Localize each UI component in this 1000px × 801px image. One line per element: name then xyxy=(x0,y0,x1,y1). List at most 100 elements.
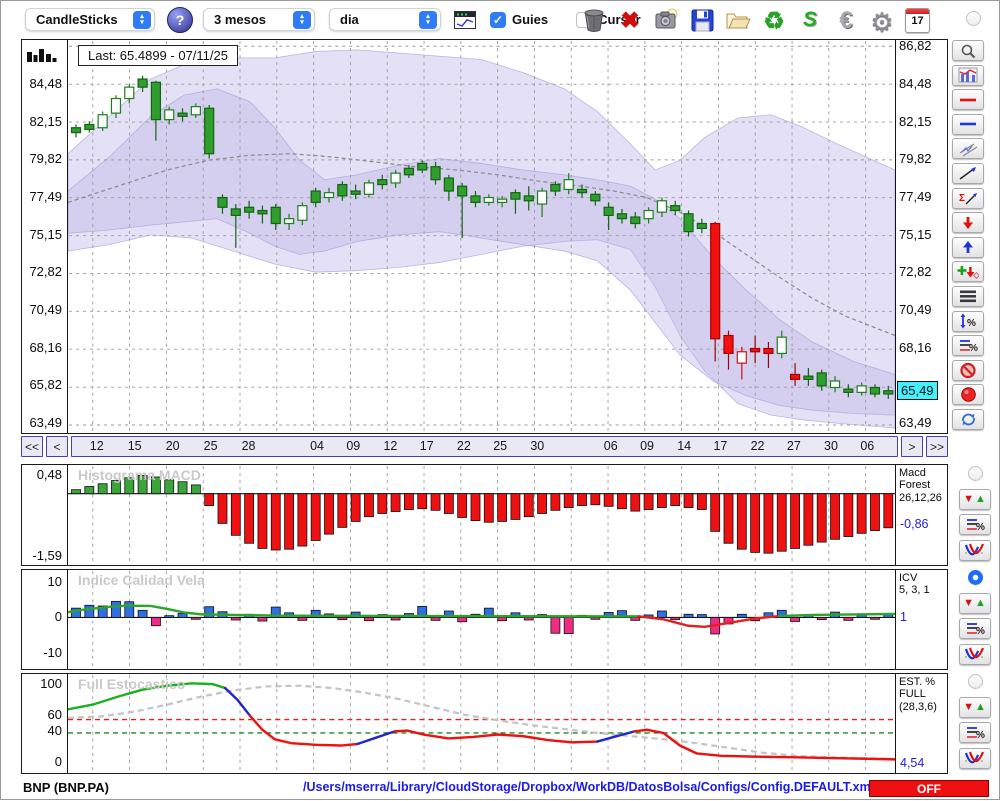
settings-icon[interactable]: ⚙ xyxy=(870,6,894,37)
date-tick-label: 17 xyxy=(419,439,434,453)
toolbar-radio[interactable] xyxy=(966,11,981,26)
guies-checkbox[interactable]: ✓ xyxy=(490,11,506,28)
axis-label: 82,15 xyxy=(899,113,932,129)
stochastic-params: EST. % FULL (28,3,6) xyxy=(899,676,937,713)
last-price-label: Last: 65.4899 - 07/11/25 xyxy=(78,45,238,66)
main-chart-panel: 84,48 82,15 79,82 77,49 75,15 72,82 70,49 68,16… xyxy=(21,39,948,434)
mini-chart-icon[interactable] xyxy=(452,6,478,33)
calendar-icon[interactable]: 17 xyxy=(905,7,930,33)
icv-radio[interactable] xyxy=(967,570,983,585)
nav-forward-button[interactable]: > xyxy=(901,436,923,457)
delete-icon[interactable]: ✖ xyxy=(620,6,640,33)
open-folder-icon[interactable] xyxy=(725,7,751,34)
axis-label: -1,59 xyxy=(32,547,62,563)
chart-type-select[interactable]: CandleSticks ▴ ▾ xyxy=(25,8,155,31)
euro-icon[interactable]: € xyxy=(839,6,853,34)
date-tick-label: 15 xyxy=(127,439,142,453)
arrow-up-blue-button[interactable] xyxy=(952,236,984,258)
icv-panel: 10 0 -10 Indice Calidad Vela ICV 5, 3, 1 1 xyxy=(21,569,948,670)
macd-signal-arrows-button[interactable]: ▼▲ xyxy=(959,488,991,510)
macd-controls: ▼▲ % xyxy=(952,466,998,561)
svg-text:%: % xyxy=(976,522,985,533)
red-hline-tool-button[interactable] xyxy=(952,89,984,111)
arrow-down-red-button[interactable] xyxy=(952,212,984,234)
sync-icon[interactable]: S xyxy=(802,8,817,31)
drawing-tools: Σ % % xyxy=(952,40,984,430)
stochastic-panel: 100 60 40 0 Full Estocastico EST. % FULL (2… xyxy=(21,673,948,774)
record-button[interactable] xyxy=(952,384,984,406)
stochastic-radio[interactable] xyxy=(967,674,983,689)
axis-label: 10 xyxy=(47,573,62,589)
chevron-updown-icon: ▴ ▾ xyxy=(419,10,437,29)
sum-trendline-tool-button[interactable]: Σ xyxy=(952,187,984,209)
date-navbar: << < 12 15 20 25 28 04 09 12 17 22 25 30 06 09 14 17 22 2… xyxy=(21,436,948,457)
refresh-icon[interactable]: ♻ xyxy=(763,7,785,35)
channel-draw-tool-button[interactable] xyxy=(952,138,984,160)
date-tick-label: 12 xyxy=(383,439,398,453)
date-tick-label: 09 xyxy=(640,439,654,453)
off-toggle-badge[interactable]: OFF xyxy=(869,780,989,797)
percent-lines-button[interactable]: % xyxy=(952,335,984,357)
snapshot-icon[interactable] xyxy=(653,7,679,34)
reload-swap-button[interactable] xyxy=(952,408,984,430)
macd-radio[interactable] xyxy=(967,466,983,481)
date-axis-strip[interactable]: 12 15 20 25 28 04 09 12 17 22 25 30 06 09 14 17 22 27 30 06 xyxy=(71,436,898,457)
vertical-range-percent-button[interactable]: % xyxy=(952,310,984,332)
save-icon[interactable] xyxy=(689,7,715,34)
nav-forward-fast-button[interactable]: >> xyxy=(926,436,948,457)
symbol-label: BNP (BNP.PA) xyxy=(23,780,109,795)
trash-icon[interactable] xyxy=(581,7,607,34)
help-label: ? xyxy=(175,11,185,28)
nav-back-fast-button[interactable]: << xyxy=(21,436,43,457)
disable-tool-button[interactable] xyxy=(952,359,984,381)
chart-type-value: CandleSticks xyxy=(36,12,118,27)
svg-text:%: % xyxy=(976,730,985,741)
axis-label: 0,48 xyxy=(36,466,62,482)
axis-label: 84,48 xyxy=(899,76,932,91)
axis-label: 100 xyxy=(40,676,62,691)
interval-select[interactable]: dia ▴ ▾ xyxy=(329,8,441,31)
nav-back-button[interactable]: < xyxy=(46,436,68,457)
stochastic-signal-arrows-button[interactable]: ▼▲ xyxy=(959,696,991,718)
zoom-tool-button[interactable] xyxy=(952,40,984,61)
icv-value: 1 xyxy=(900,610,907,624)
help-button[interactable]: ? xyxy=(167,6,193,33)
stochastic-y-axis: 100 60 40 0 xyxy=(22,674,68,773)
levels-list-button[interactable] xyxy=(952,285,984,307)
icv-info-col: ICV 5, 3, 1 1 xyxy=(895,570,947,669)
indicators-chart-button[interactable] xyxy=(952,64,984,86)
stochastic-plot[interactable]: Full Estocastico xyxy=(68,674,895,773)
check-icon: ✓ xyxy=(492,12,504,27)
axis-label: 0 xyxy=(54,754,62,769)
icv-curve-button[interactable] xyxy=(959,643,991,665)
trendline-draw-tool-button[interactable] xyxy=(952,162,984,184)
icv-percent-settings-button[interactable]: % xyxy=(959,618,991,639)
icv-plot[interactable]: Indice Calidad Vela xyxy=(68,570,895,669)
axis-label: 77,49 xyxy=(899,188,932,204)
main-plot[interactable]: Last: 65.4899 - 07/11/25 xyxy=(68,40,895,433)
macd-percent-settings-button[interactable]: % xyxy=(959,514,991,535)
main-y-axis-right: 65,49 86,82 84,48 82,15 79,82 77,49 75,15 72,8… xyxy=(895,40,947,433)
icv-signal-arrows-button[interactable]: ▼▲ xyxy=(959,592,991,614)
stochastic-curve-button[interactable] xyxy=(959,747,991,769)
stochastic-info-col: EST. % FULL (28,3,6) 4,54 xyxy=(895,674,947,773)
cursor-label: Cursor xyxy=(598,12,641,27)
date-tick-label: 04 xyxy=(310,439,324,453)
axis-label: 63,49 xyxy=(899,415,932,431)
svg-text:%: % xyxy=(976,626,985,637)
macd-plot[interactable]: Histograma MACD xyxy=(68,465,895,565)
add-signal-marks-button[interactable] xyxy=(952,261,984,283)
config-path: /Users/mserra/Library/CloudStorage/Dropb… xyxy=(303,780,875,794)
axis-label: 68,16 xyxy=(29,339,62,355)
date-tick-label: 30 xyxy=(824,439,838,453)
period-select[interactable]: 3 mesos ▴ ▾ xyxy=(203,8,315,31)
stochastic-percent-settings-button[interactable]: % xyxy=(959,722,991,743)
date-tick-label: 17 xyxy=(713,439,728,453)
date-tick-label: 22 xyxy=(456,439,471,453)
blue-hline-tool-button[interactable] xyxy=(952,113,984,135)
axis-label: 79,82 xyxy=(899,151,932,167)
icv-controls: ▼▲ % xyxy=(952,570,998,665)
chart-style-icon[interactable] xyxy=(26,46,58,64)
axis-label: 65,82 xyxy=(29,377,62,393)
macd-curve-button[interactable] xyxy=(959,539,991,561)
